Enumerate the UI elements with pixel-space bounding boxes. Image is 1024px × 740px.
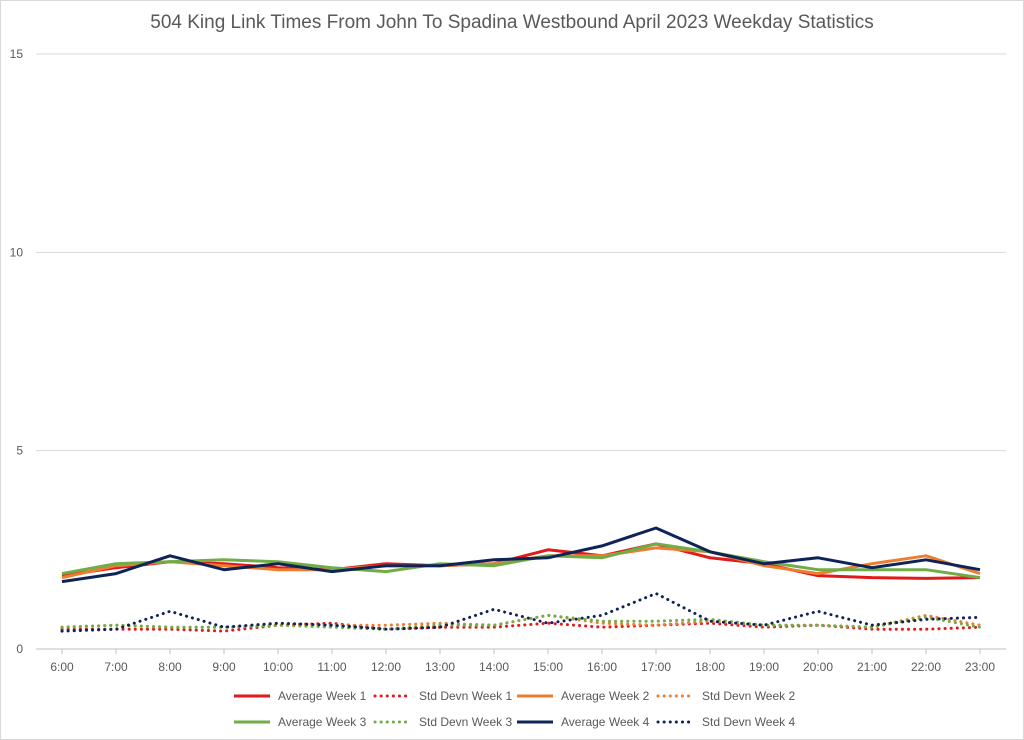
y-tick-label: 15	[10, 47, 24, 61]
x-tick-label: 15:00	[533, 660, 563, 674]
x-tick-label: 10:00	[263, 660, 293, 674]
series-line	[60, 592, 982, 633]
legend-label: Std Devn Week 2	[702, 689, 795, 703]
x-tick-label: 20:00	[803, 660, 833, 674]
x-tick-label: 19:00	[749, 660, 779, 674]
series-line	[60, 613, 982, 631]
x-tick-label: 17:00	[641, 660, 671, 674]
x-tick-label: 23:00	[965, 660, 995, 674]
series-line	[60, 621, 982, 633]
series-line	[61, 526, 981, 584]
x-tick-label: 13:00	[425, 660, 455, 674]
x-tick-label: 9:00	[212, 660, 236, 674]
x-tick-label: 12:00	[371, 660, 401, 674]
x-tick-label: 18:00	[695, 660, 725, 674]
series-line	[61, 542, 981, 580]
legend-label: Average Week 1	[278, 689, 367, 703]
x-tick-label: 21:00	[857, 660, 887, 674]
x-tick-label: 6:00	[50, 660, 74, 674]
series-line	[61, 542, 981, 580]
legend-label: Std Devn Week 4	[702, 715, 795, 729]
x-tick-label: 22:00	[911, 660, 941, 674]
y-tick-label: 5	[16, 444, 23, 458]
legend-label: Average Week 3	[278, 715, 367, 729]
x-tick-label: 8:00	[158, 660, 182, 674]
legend-label: Std Devn Week 1	[419, 689, 512, 703]
legend-label: Average Week 2	[561, 689, 650, 703]
chart-title: 504 King Link Times From John To Spadina…	[150, 12, 874, 33]
x-tick-label: 11:00	[317, 660, 346, 674]
x-tick-label: 7:00	[104, 660, 128, 674]
x-tick-label: 16:00	[587, 660, 617, 674]
legend-label: Average Week 4	[561, 715, 650, 729]
x-tick-label: 14:00	[479, 660, 509, 674]
legend-label: Std Devn Week 3	[419, 715, 512, 729]
y-tick-label: 10	[10, 245, 24, 259]
y-tick-label: 0	[16, 642, 23, 656]
